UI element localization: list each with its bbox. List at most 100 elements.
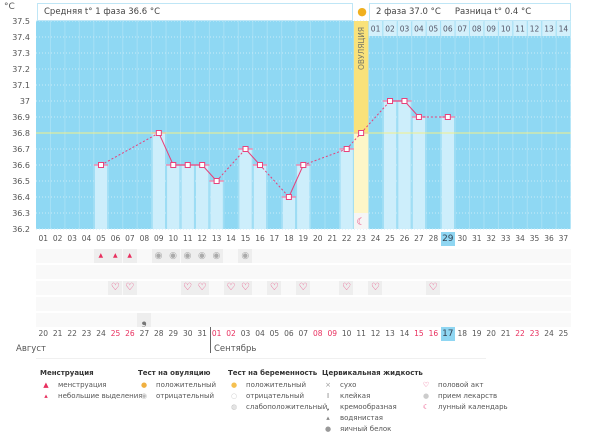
calendar-date-label[interactable]: 22 xyxy=(67,329,77,338)
calendar-date-label[interactable]: 11 xyxy=(356,329,366,338)
cycle-day-label[interactable]: 12 xyxy=(197,234,207,243)
cycle-day-label[interactable]: 17 xyxy=(269,234,280,243)
cycle-day-label[interactable]: 26 xyxy=(399,234,410,243)
calendar-date-label[interactable]: 05 xyxy=(269,329,280,338)
ovulation-test-negative-icon[interactable]: ◉ xyxy=(180,249,195,263)
cycle-day-label[interactable]: 29 xyxy=(440,232,456,246)
cycle-day-label[interactable]: 34 xyxy=(515,234,525,243)
ovulation-test-negative-icon[interactable]: ◉ xyxy=(209,249,224,263)
cycle-day-label[interactable]: 03 xyxy=(67,234,77,243)
ovulation-test-negative-icon[interactable]: ◉ xyxy=(194,249,209,263)
cycle-day-label[interactable]: 19 xyxy=(298,234,309,243)
cycle-day-label[interactable]: 36 xyxy=(544,234,554,243)
calendar-date-label[interactable]: 16 xyxy=(428,329,439,338)
calendar-date-label[interactable]: 29 xyxy=(168,329,179,338)
calendar-date-label[interactable]: 13 xyxy=(385,329,395,338)
cycle-day-label[interactable]: 21 xyxy=(327,234,337,243)
cervical-creamy-icon[interactable]: ❟ xyxy=(137,313,152,327)
cycle-day-label[interactable]: 11 xyxy=(182,234,193,243)
cycle-day-label[interactable]: 02 xyxy=(52,234,63,243)
cycle-day-label[interactable]: 31 xyxy=(471,234,482,243)
menstruation-small-icon[interactable]: ▲ xyxy=(93,249,108,263)
calendar-date-label[interactable]: 08 xyxy=(312,329,323,338)
cycle-day-label[interactable]: 37 xyxy=(558,234,569,243)
sex-heart-icon[interactable]: ♡ xyxy=(368,281,383,295)
calendar-date-label[interactable]: 24 xyxy=(544,329,554,338)
sex-heart-icon[interactable]: ♡ xyxy=(223,281,238,295)
temperature-point xyxy=(343,146,350,152)
calendar-date-label[interactable]: 26 xyxy=(125,329,135,338)
menstruation-small-icon[interactable]: ▲ xyxy=(108,249,123,263)
y-tick-label: 37.1 xyxy=(12,81,30,90)
calendar-date-label[interactable]: 20 xyxy=(486,329,496,338)
cycle-day-label[interactable]: 18 xyxy=(284,234,294,243)
cycle-day-label[interactable]: 16 xyxy=(255,234,265,243)
ovulation-test-negative-icon[interactable]: ◉ xyxy=(238,249,253,263)
cycle-day-label[interactable]: 07 xyxy=(125,234,135,243)
cycle-day-label[interactable]: 23 xyxy=(356,234,366,243)
temperature-chart: 37.5 37.4 37.3 37.2 37.1 37 36.9 36.8 36.7 36.6 36… xyxy=(12,17,571,234)
calendar-date-label[interactable]: 27 xyxy=(139,329,150,338)
calendar-date-label[interactable]: 31 xyxy=(197,329,207,338)
calendar-date-label[interactable]: 04 xyxy=(255,329,265,338)
cycle-day-label[interactable]: 04 xyxy=(81,234,92,243)
cycle-day-label[interactable]: 08 xyxy=(139,234,150,243)
calendar-date-label[interactable]: 20 xyxy=(38,329,48,338)
calendar-date-label[interactable]: 10 xyxy=(341,329,352,338)
sex-heart-icon[interactable]: ♡ xyxy=(267,281,282,295)
cycle-day-label[interactable]: 30 xyxy=(457,234,468,243)
cycle-day-label[interactable]: 24 xyxy=(370,234,381,243)
calendar-date-label[interactable]: 25 xyxy=(110,329,121,338)
sex-heart-icon[interactable]: ♡ xyxy=(180,281,195,295)
cycle-day-label[interactable]: 32 xyxy=(486,234,496,243)
cycle-day-label[interactable]: 14 xyxy=(226,234,236,243)
calendar-date-label[interactable]: 23 xyxy=(529,329,540,338)
calendar-date-label[interactable]: 14 xyxy=(399,329,410,338)
calendar-date-label[interactable]: 09 xyxy=(327,329,337,338)
phase2-day-cell xyxy=(484,21,498,36)
cycle-day-label[interactable]: 33 xyxy=(500,234,511,243)
cycle-day-label[interactable]: 27 xyxy=(414,234,424,243)
calendar-date-label[interactable]: 07 xyxy=(298,329,309,338)
calendar-date-label[interactable]: 17 xyxy=(440,327,456,341)
calendar-date-label[interactable]: 02 xyxy=(226,329,236,338)
cycle-day-label[interactable]: 09 xyxy=(154,234,164,243)
cycle-day-label[interactable]: 13 xyxy=(211,234,222,243)
cycle-day-label[interactable]: 28 xyxy=(428,234,439,243)
calendar-date-label[interactable]: 06 xyxy=(284,329,294,338)
cycle-day-label[interactable]: 01 xyxy=(38,234,48,243)
cycle-day-label[interactable]: 22 xyxy=(341,234,352,243)
ovulation-test-negative-icon[interactable]: ◉ xyxy=(151,249,166,263)
cycle-day-label[interactable]: 05 xyxy=(96,234,106,243)
legend-item-label: водянистая xyxy=(340,414,384,422)
calendar-date-label[interactable]: 21 xyxy=(500,329,511,338)
cycle-day-label[interactable]: 35 xyxy=(529,234,540,243)
calendar-date-label[interactable]: 19 xyxy=(471,329,482,338)
calendar-date-label[interactable]: 24 xyxy=(96,329,106,338)
sex-heart-icon[interactable]: ♡ xyxy=(339,281,354,295)
sex-heart-icon[interactable]: ♡ xyxy=(194,281,209,295)
calendar-date-label[interactable]: 23 xyxy=(81,329,92,338)
calendar-date-label[interactable]: 12 xyxy=(370,329,381,338)
cycle-day-label[interactable]: 25 xyxy=(385,234,395,243)
calendar-date-label[interactable]: 25 xyxy=(558,329,569,338)
calendar-date-label[interactable]: 30 xyxy=(182,329,193,338)
calendar-date-label[interactable]: 22 xyxy=(515,329,525,338)
cycle-day-label[interactable]: 10 xyxy=(168,234,179,243)
sex-heart-icon[interactable]: ♡ xyxy=(426,281,441,295)
cycle-day-label[interactable]: 15 xyxy=(240,234,251,243)
calendar-date-label[interactable]: 21 xyxy=(52,329,63,338)
ovulation-test-negative-icon[interactable]: ◉ xyxy=(166,249,181,263)
sex-heart-icon[interactable]: ♡ xyxy=(296,281,311,295)
calendar-date-label[interactable]: 28 xyxy=(154,329,164,338)
calendar-date-label[interactable]: 15 xyxy=(414,329,424,338)
calendar-date-label[interactable]: 18 xyxy=(457,329,468,338)
menstruation-small-icon[interactable]: ▲ xyxy=(122,249,137,263)
cycle-day-label[interactable]: 20 xyxy=(312,234,323,243)
sex-heart-icon[interactable]: ♡ xyxy=(238,281,253,295)
cycle-day-label[interactable]: 06 xyxy=(110,234,121,243)
sex-heart-icon[interactable]: ♡ xyxy=(108,281,123,295)
sex-heart-icon[interactable]: ♡ xyxy=(122,281,137,295)
calendar-date-label[interactable]: 03 xyxy=(240,329,251,338)
calendar-date-label[interactable]: 01 xyxy=(211,329,222,338)
